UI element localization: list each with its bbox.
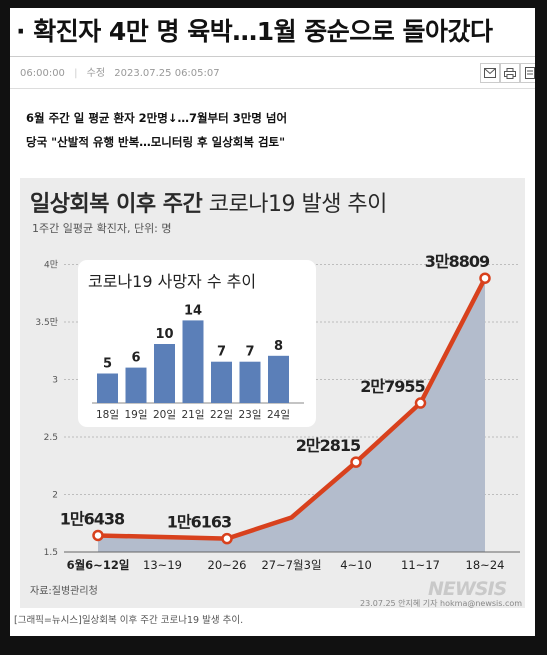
divider xyxy=(10,56,535,57)
y-tick-label: 1.5 xyxy=(44,548,58,558)
meta-separator: | xyxy=(74,68,78,79)
inset-title: 코로나19 사망자 수 추이 xyxy=(88,272,256,291)
cases-area xyxy=(98,278,485,552)
inset-bar xyxy=(239,361,261,403)
inset-bar-category: 23일 xyxy=(238,408,261,421)
inset-bar-category: 20일 xyxy=(153,408,176,421)
email-button[interactable] xyxy=(480,63,500,83)
printer-icon xyxy=(504,67,516,79)
x-tick-label: 27~7월3일 xyxy=(261,558,321,572)
data-point xyxy=(221,532,233,545)
updated-label: 수정 xyxy=(86,68,106,79)
article-page: · 확진자 4만 명 육박…1월 중순으로 돌아갔다 06:00:00 | 수정… xyxy=(10,8,535,636)
inset-bar-value: 5 xyxy=(103,357,112,372)
cases-data-labels: 1만6438 1만6163 2만2815 2만7955 3만8809 xyxy=(60,252,491,532)
summary-line-2: 당국 "산발적 유행 반복…모니터링 후 일상회복 검토" xyxy=(26,135,286,149)
inset-bar xyxy=(182,320,204,403)
inset-bar-category: 24일 xyxy=(267,408,290,421)
article-meta: 06:00:00 | 수정 2023.07.25 06:05:07 xyxy=(20,64,226,79)
data-point xyxy=(350,456,362,468)
graphic-title-bold: 일상회복 이후 주간 xyxy=(30,192,203,217)
inset-bar-value: 7 xyxy=(245,345,254,360)
cases-points xyxy=(92,272,491,545)
x-tick-label: 13~19 xyxy=(143,558,182,572)
source-note: 자료:질병관리청 xyxy=(30,586,98,597)
inset-bar-category: 21일 xyxy=(181,408,204,421)
inset-bar-value: 14 xyxy=(184,303,202,318)
data-label: 1만6163 xyxy=(167,513,231,532)
published-time: 06:00:00 xyxy=(20,68,65,79)
x-axis-ticks: 6월6~12일 13~19 20~26 27~7월3일 4~10 11~17 18~24 xyxy=(64,551,520,572)
y-tick-label: 3.5만 xyxy=(35,317,58,328)
graphic-credit: 23.07.25 안지혜 기자 hokma@newsis.com xyxy=(360,599,523,608)
inset-bar xyxy=(97,373,118,403)
inset-bar xyxy=(211,361,232,403)
inset-bar-value: 10 xyxy=(155,327,173,342)
y-tick-label: 3 xyxy=(52,376,58,386)
inset-bar-value: 8 xyxy=(274,339,283,354)
data-point xyxy=(414,397,427,409)
y-tick-label: 2.5 xyxy=(44,433,58,443)
y-axis-ticks: 1.5 2 2.5 3 3.5만 4만 xyxy=(35,260,58,559)
print-button[interactable] xyxy=(500,63,520,83)
x-tick-label: 4~10 xyxy=(340,558,372,572)
document-icon xyxy=(525,67,535,79)
x-tick-label: 18~24 xyxy=(466,558,505,572)
inset-bar xyxy=(154,344,175,403)
graphic-title-light: 코로나19 발생 추이 xyxy=(202,192,388,217)
deaths-inset-chart: 코로나19 사망자 수 추이 5 18일 6 19일 10 20일 14 21일 7 22일 7 23… xyxy=(78,260,316,427)
y-tick-label: 2 xyxy=(52,491,58,501)
y-tick-label: 4만 xyxy=(44,260,58,271)
envelope-icon xyxy=(484,68,496,78)
inset-bar-value: 7 xyxy=(217,345,226,360)
graphic-subtitle: 1주간 일평균 확진자, 단위: 명 xyxy=(32,222,172,235)
summary-line-1: 6월 주간 일 평균 환자 2만명↓…7월부터 3만명 넘어 xyxy=(26,111,288,125)
inset-bar-category: 19일 xyxy=(124,408,147,421)
inset-bar xyxy=(268,355,289,403)
article-headline: · 확진자 4만 명 육박…1월 중순으로 돌아갔다 xyxy=(16,17,493,46)
more-button[interactable] xyxy=(520,63,535,83)
inset-bar xyxy=(125,367,147,403)
inset-bar-category: 18일 xyxy=(96,408,119,421)
inset-bars: 5 18일 6 19일 10 20일 14 21일 7 22일 7 23일 8 24일 xyxy=(96,303,290,421)
x-tick-label: 11~17 xyxy=(401,558,440,572)
data-label: 2만7955 xyxy=(360,377,425,396)
inset-bar-category: 22일 xyxy=(210,408,233,421)
infographic: 일상회복 이후 주간 코로나19 발생 추이 1주간 일평균 확진자, 단위: … xyxy=(20,178,525,608)
x-tick-label: 6월6~12일 xyxy=(67,558,130,572)
x-tick-label: 20~26 xyxy=(208,558,247,572)
newsis-watermark: NEWSIS xyxy=(428,578,507,600)
inset-bar-value: 6 xyxy=(131,351,140,366)
weekly-cases-chart: 1.5 2 2.5 3 3.5만 4만 1만6438 1만6163 2만2815 2만7955 3… xyxy=(35,252,520,572)
data-point xyxy=(92,529,104,542)
image-caption: [그래픽=뉴시스]일상회복 이후 주간 코로나19 발생 추이. xyxy=(14,615,244,626)
data-label: 3만8809 xyxy=(425,252,490,271)
updated-datetime: 2023.07.25 06:05:07 xyxy=(114,68,220,79)
data-label: 1만6438 xyxy=(60,509,125,528)
divider xyxy=(10,88,535,89)
data-label: 2만2815 xyxy=(296,436,361,455)
data-point xyxy=(479,272,491,284)
graphic-title: 일상회복 이후 주간 코로나19 발생 추이 xyxy=(30,186,387,218)
